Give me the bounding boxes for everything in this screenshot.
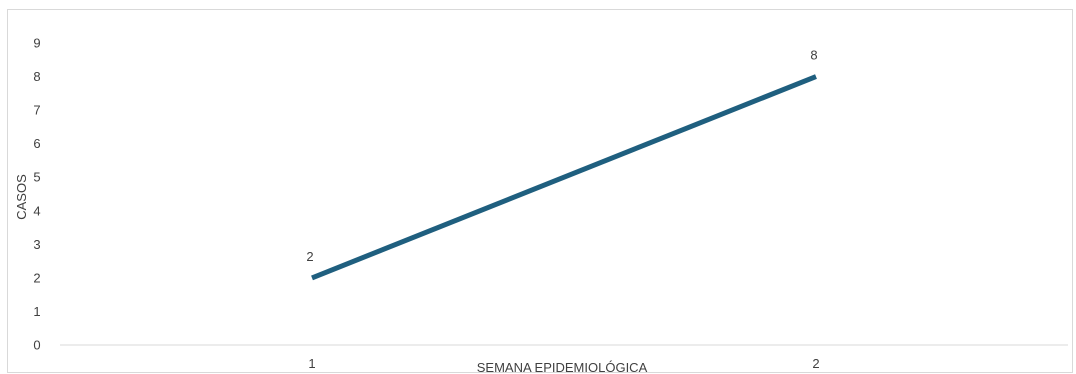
y-tick-label: 2 (33, 270, 40, 285)
y-tick-label: 4 (33, 203, 40, 218)
y-tick-label: 7 (33, 103, 40, 118)
y-tick-label: 9 (33, 36, 40, 51)
data-labels: 28 (306, 48, 817, 264)
series-line (311, 74, 817, 281)
y-tick-label: 5 (33, 170, 40, 185)
x-tick-label: 2 (812, 356, 819, 371)
y-tick-label: 1 (33, 304, 40, 319)
y-axis-ticks: 0 1 2 3 4 5 6 7 8 9 (33, 36, 40, 353)
chart-frame (7, 9, 1073, 373)
y-tick-label: 0 (33, 338, 40, 353)
x-axis-title: SEMANA EPIDEMIOLÓGICA (477, 360, 648, 374)
x-tick-label: 1 (308, 356, 315, 371)
y-tick-label: 3 (33, 237, 40, 252)
y-tick-label: 8 (33, 69, 40, 84)
y-axis-title: CASOS (14, 174, 29, 220)
data-label: 8 (810, 48, 817, 63)
series-layer (311, 74, 817, 281)
data-label: 2 (306, 249, 313, 264)
y-tick-label: 6 (33, 136, 40, 151)
